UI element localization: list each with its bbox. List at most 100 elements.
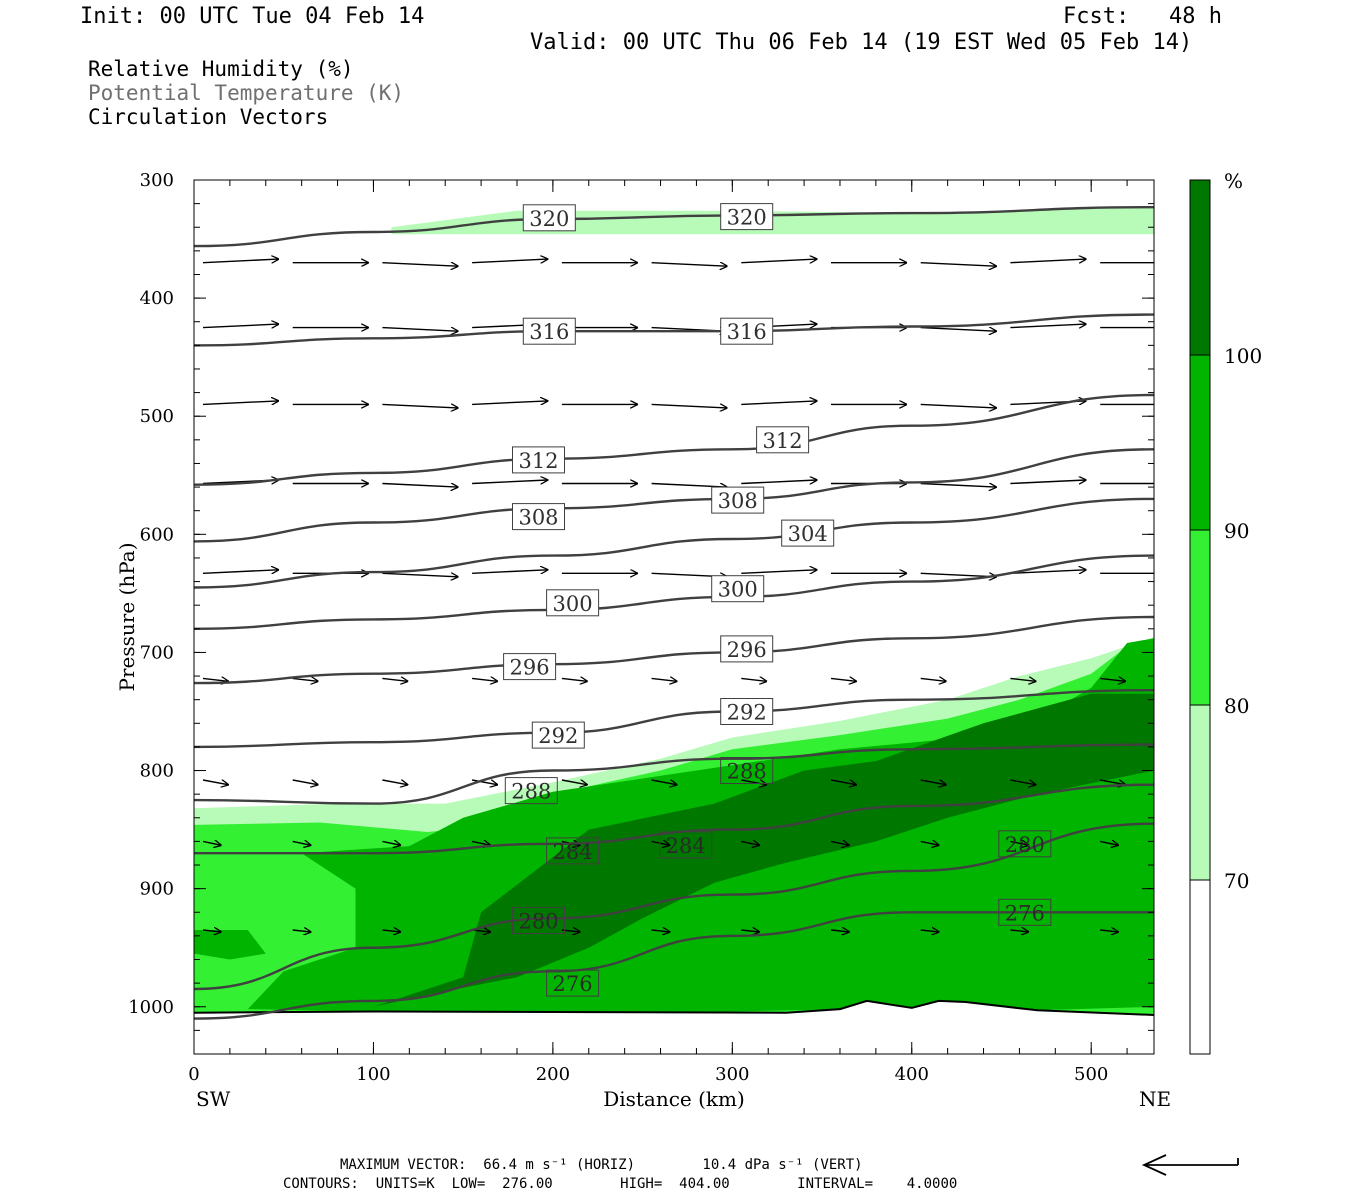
vector-arrow (651, 779, 677, 785)
theta-contour-320 (194, 206, 1154, 248)
colorbar-segment (1189, 354, 1211, 531)
contour-label-box (720, 317, 774, 345)
vector-arrow (1010, 570, 1085, 574)
vector-arrow (382, 328, 457, 332)
vector-arrow (202, 324, 278, 328)
x-tick-label: 100 (356, 1064, 390, 1085)
vector-arrow (202, 779, 228, 785)
colorbar-segment (1189, 879, 1211, 1055)
vector-arrow (382, 263, 457, 267)
vector-arrow (741, 841, 759, 845)
underground-area (194, 1000, 1154, 1054)
contour-label-312: 312 (756, 426, 810, 454)
contour-label-312: 312 (512, 446, 565, 474)
contour-label-box (711, 575, 765, 603)
y-tick-label: 600 (140, 524, 174, 545)
contour-label-text: 292 (538, 724, 578, 748)
theta-contour-280 (194, 822, 1154, 991)
theta-contour-308 (194, 448, 1154, 543)
vector-arrow (202, 401, 278, 405)
contour-label-text: 312 (763, 429, 803, 453)
valid-time: Valid: 00 UTC Thu 06 Feb 14 (19 EST Wed … (530, 30, 1193, 55)
contour-label-box (546, 969, 600, 997)
contour-label-text: 320 (529, 207, 569, 231)
vector-arrow (651, 841, 670, 845)
y-axis-title: Pressure (hPa) (115, 543, 139, 692)
x-tick-label: 400 (895, 1064, 929, 1085)
y-tick-label: 500 (140, 406, 174, 427)
contour-label-text: 316 (727, 320, 767, 344)
vector-arrow (1100, 841, 1118, 845)
vector-arrow (920, 404, 996, 408)
contour-label-text: 296 (727, 638, 767, 662)
contour-label-280: 280 (998, 830, 1052, 858)
contour-label-text: 300 (553, 592, 593, 616)
contour-label-box (720, 757, 774, 784)
theta-contour-304 (194, 497, 1154, 589)
vector-arrow (1010, 779, 1035, 785)
x-tick-label: 300 (715, 1064, 749, 1085)
contour-label-text: 304 (788, 522, 828, 546)
axes: 0 100 200 300 400 500 300 400 500 600 700 800 900 100… (128, 170, 1154, 1085)
legend-rh: Relative Humidity (%) (88, 57, 354, 81)
colorbar: 100 90 80 70 (1189, 179, 1262, 1055)
vector-arrow (920, 573, 996, 577)
contour-label-box (522, 204, 576, 232)
contour-label-box (512, 503, 565, 531)
vector-arrow (382, 573, 457, 577)
contour-label-320: 320 (522, 204, 576, 232)
contour-label-text: 316 (529, 320, 569, 344)
colorbar-segment (1189, 704, 1211, 881)
contour-label-box (546, 589, 600, 617)
contour-label-text: 280 (518, 910, 558, 934)
contour-label-300: 300 (546, 589, 600, 617)
vector-arrow (741, 930, 759, 932)
x-right-label: NE (1139, 1087, 1171, 1111)
colorbar-unit: % (1224, 169, 1243, 193)
colorbar-segment (1189, 179, 1211, 356)
contour-label-text: 312 (518, 449, 558, 473)
contour-label-text: 276 (553, 972, 593, 996)
y-tick-label: 1000 (128, 997, 174, 1018)
vector-arrow (472, 570, 547, 574)
vector-arrow (830, 678, 856, 681)
x-tick-label: 0 (188, 1064, 199, 1085)
vector-arrow (292, 678, 318, 681)
vector-arrow (1100, 779, 1125, 785)
vector-arrow (202, 930, 221, 932)
cross-section-chart: 320 320 316 316 312 312 308 308 304 300 300 296 296 2… (115, 169, 1262, 1111)
contour-label-box (720, 635, 774, 663)
rh-fill-layer (194, 206, 1154, 1054)
theta-contours (194, 206, 1154, 1020)
contour-label-308: 308 (512, 503, 565, 531)
contour-label-box (711, 486, 765, 514)
contour-label-box (720, 698, 774, 725)
contour-info: CONTOURS: UNITS=K LOW= 276.00 HIGH= 404.… (283, 1176, 958, 1192)
vector-arrow (382, 678, 407, 681)
vector-arrow (472, 480, 547, 484)
vector-arrow (830, 841, 849, 845)
vector-arrow (920, 328, 996, 332)
max-vector-note: MAXIMUM VECTOR: 66.4 m s⁻¹ (HORIZ) 10.4 … (340, 1157, 863, 1173)
contour-label-320: 320 (720, 203, 774, 231)
vector-arrow (382, 930, 400, 932)
vector-arrow (202, 570, 278, 574)
contour-label-text: 284 (553, 840, 593, 864)
contour-label-box (756, 426, 810, 454)
vector-arrow (741, 678, 766, 681)
terrain-line (194, 999, 1154, 1016)
vector-arrow (202, 259, 278, 263)
vector-arrow (830, 930, 849, 932)
contour-label-text: 284 (666, 834, 706, 858)
theta-contour-316 (194, 313, 1154, 347)
vector-arrow (1100, 930, 1118, 932)
vector-arrow (382, 404, 457, 408)
contour-label-308: 308 (711, 486, 765, 514)
contour-label-304: 304 (781, 519, 835, 547)
vector-arrow (292, 930, 311, 932)
x-tick-label: 200 (536, 1064, 570, 1085)
theta-contour-276 (194, 911, 1154, 1020)
vector-arrow (1010, 678, 1035, 681)
theta-contour-288 (194, 743, 1154, 805)
vector-arrow (382, 484, 457, 488)
